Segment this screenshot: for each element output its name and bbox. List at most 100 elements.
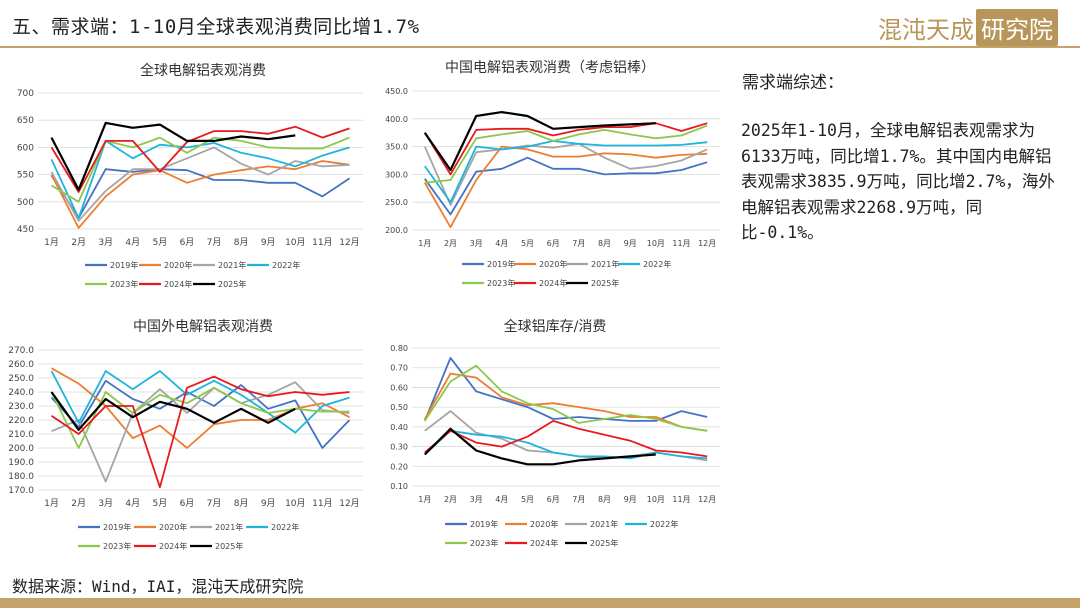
x-tick-label: 7月 (207, 237, 222, 248)
legend-label: 2025年 (215, 541, 243, 551)
series-line (50, 168, 350, 220)
page-title: 五、需求端：1-10月全球表观消费同比增1.7% (12, 16, 420, 38)
series-line (423, 142, 708, 206)
y-tick-label: 650 (17, 116, 34, 126)
x-tick-label: 8月 (598, 495, 611, 504)
series-line (51, 367, 350, 449)
y-tick-label: 600 (17, 143, 34, 153)
x-tick-label: 9月 (624, 239, 637, 248)
y-tick-label: 0.40 (390, 423, 408, 432)
x-tick-label: 10月 (647, 495, 665, 504)
legend-label: 2020年 (164, 260, 192, 270)
legend-label: 2022年 (650, 519, 678, 529)
y-tick-label: 0.10 (390, 482, 408, 491)
x-tick-label: 10月 (285, 237, 305, 248)
y-tick-label: 350.0 (385, 143, 408, 152)
logo-text: 混沌天成 (878, 16, 974, 44)
legend-label: 2019年 (470, 519, 498, 529)
legend-label: 2022年 (272, 260, 300, 270)
brand-logo: 混沌天成 研究院 (878, 9, 1058, 46)
x-tick-label: 5月 (153, 498, 168, 509)
x-tick-label: 9月 (624, 495, 637, 504)
y-tick-label: 500 (17, 198, 34, 208)
x-tick-label: 11月 (672, 495, 690, 504)
y-tick-label: 260.0 (8, 360, 34, 370)
x-tick-label: 12月 (339, 237, 359, 248)
series-line (50, 146, 350, 222)
x-tick-label: 5月 (521, 239, 534, 248)
x-tick-label: 12月 (698, 239, 716, 248)
legend-label: 2024年 (530, 538, 558, 548)
series-line (424, 364, 708, 432)
x-tick-label: 8月 (598, 239, 611, 248)
series-line (50, 386, 350, 449)
y-tick-label: 200.0 (385, 226, 408, 235)
x-tick-label: 10月 (647, 239, 665, 248)
data-source: 数据来源：Wind，IAI，混沌天成研究院 (12, 577, 304, 596)
series-line (424, 372, 708, 432)
y-tick-label: 450 (17, 225, 34, 235)
y-tick-label: 550 (17, 171, 34, 181)
legend-label: 2020年 (530, 519, 558, 529)
legend-label: 2019年 (487, 259, 515, 269)
summary-text: 2025年1-10月，全球电解铝表观需求为6133万吨，同比增1.7%。其中国内… (741, 121, 1055, 242)
legend-label: 2022年 (643, 259, 671, 269)
legend-label: 2020年 (539, 259, 567, 269)
legend-label: 2019年 (103, 522, 131, 532)
summary-heading: 需求端综述： (742, 73, 844, 93)
x-tick-label: 8月 (234, 237, 249, 248)
x-tick-label: 1月 (44, 498, 59, 509)
legend-label: 2023年 (487, 278, 515, 288)
legend-label: 2023年 (470, 538, 498, 548)
y-tick-label: 0.60 (390, 383, 408, 392)
series-line (50, 121, 296, 191)
x-tick-label: 4月 (125, 498, 140, 509)
legend-label: 2022年 (271, 522, 299, 532)
x-tick-label: 9月 (261, 498, 276, 509)
series-line (424, 419, 708, 458)
y-tick-label: 450.0 (385, 87, 408, 96)
x-tick-label: 6月 (180, 498, 195, 509)
x-tick-label: 12月 (339, 498, 359, 509)
y-tick-label: 200.0 (8, 444, 34, 454)
series-line (424, 145, 708, 229)
y-tick-label: 0.20 (390, 462, 408, 471)
y-tick-label: 210.0 (8, 430, 34, 440)
x-tick-label: 3月 (470, 495, 483, 504)
x-tick-label: 3月 (98, 237, 113, 248)
x-tick-label: 1月 (44, 237, 59, 248)
y-tick-label: 0.50 (390, 403, 408, 412)
y-tick-label: 220.0 (8, 416, 34, 426)
y-tick-label: 700 (17, 89, 34, 99)
x-tick-label: 11月 (312, 498, 332, 509)
series-line (424, 156, 708, 216)
series-line (50, 391, 296, 431)
x-tick-label: 6月 (547, 239, 560, 248)
series-line (424, 429, 708, 460)
x-tick-label: 5月 (521, 495, 534, 504)
x-tick-label: 1月 (418, 495, 431, 504)
x-tick-label: 10月 (285, 498, 305, 509)
x-tick-label: 12月 (698, 495, 716, 504)
legend-label: 2025年 (218, 279, 246, 289)
y-tick-label: 300.0 (385, 170, 408, 179)
y-tick-label: 190.0 (8, 458, 34, 468)
x-tick-label: 8月 (234, 498, 249, 509)
y-tick-label: 270.0 (8, 346, 34, 356)
x-tick-label: 6月 (180, 237, 195, 248)
chart-title: 中国电解铝表观消费（考虑铝棒） (445, 60, 655, 76)
chart-title: 全球铝库存/消费 (503, 319, 607, 335)
y-tick-label: 170.0 (8, 486, 34, 496)
y-tick-label: 0.30 (390, 443, 408, 452)
y-tick-label: 250.0 (385, 198, 408, 207)
logo-box-text: 研究院 (976, 9, 1058, 46)
series-line (424, 427, 656, 466)
x-tick-label: 4月 (125, 237, 140, 248)
x-tick-label: 4月 (495, 495, 508, 504)
legend-label: 2024年 (539, 278, 567, 288)
legend-label: 2025年 (591, 278, 619, 288)
chart-title: 中国外电解铝表观消费 (133, 319, 273, 335)
x-tick-label: 11月 (312, 237, 332, 248)
x-tick-label: 11月 (672, 239, 690, 248)
